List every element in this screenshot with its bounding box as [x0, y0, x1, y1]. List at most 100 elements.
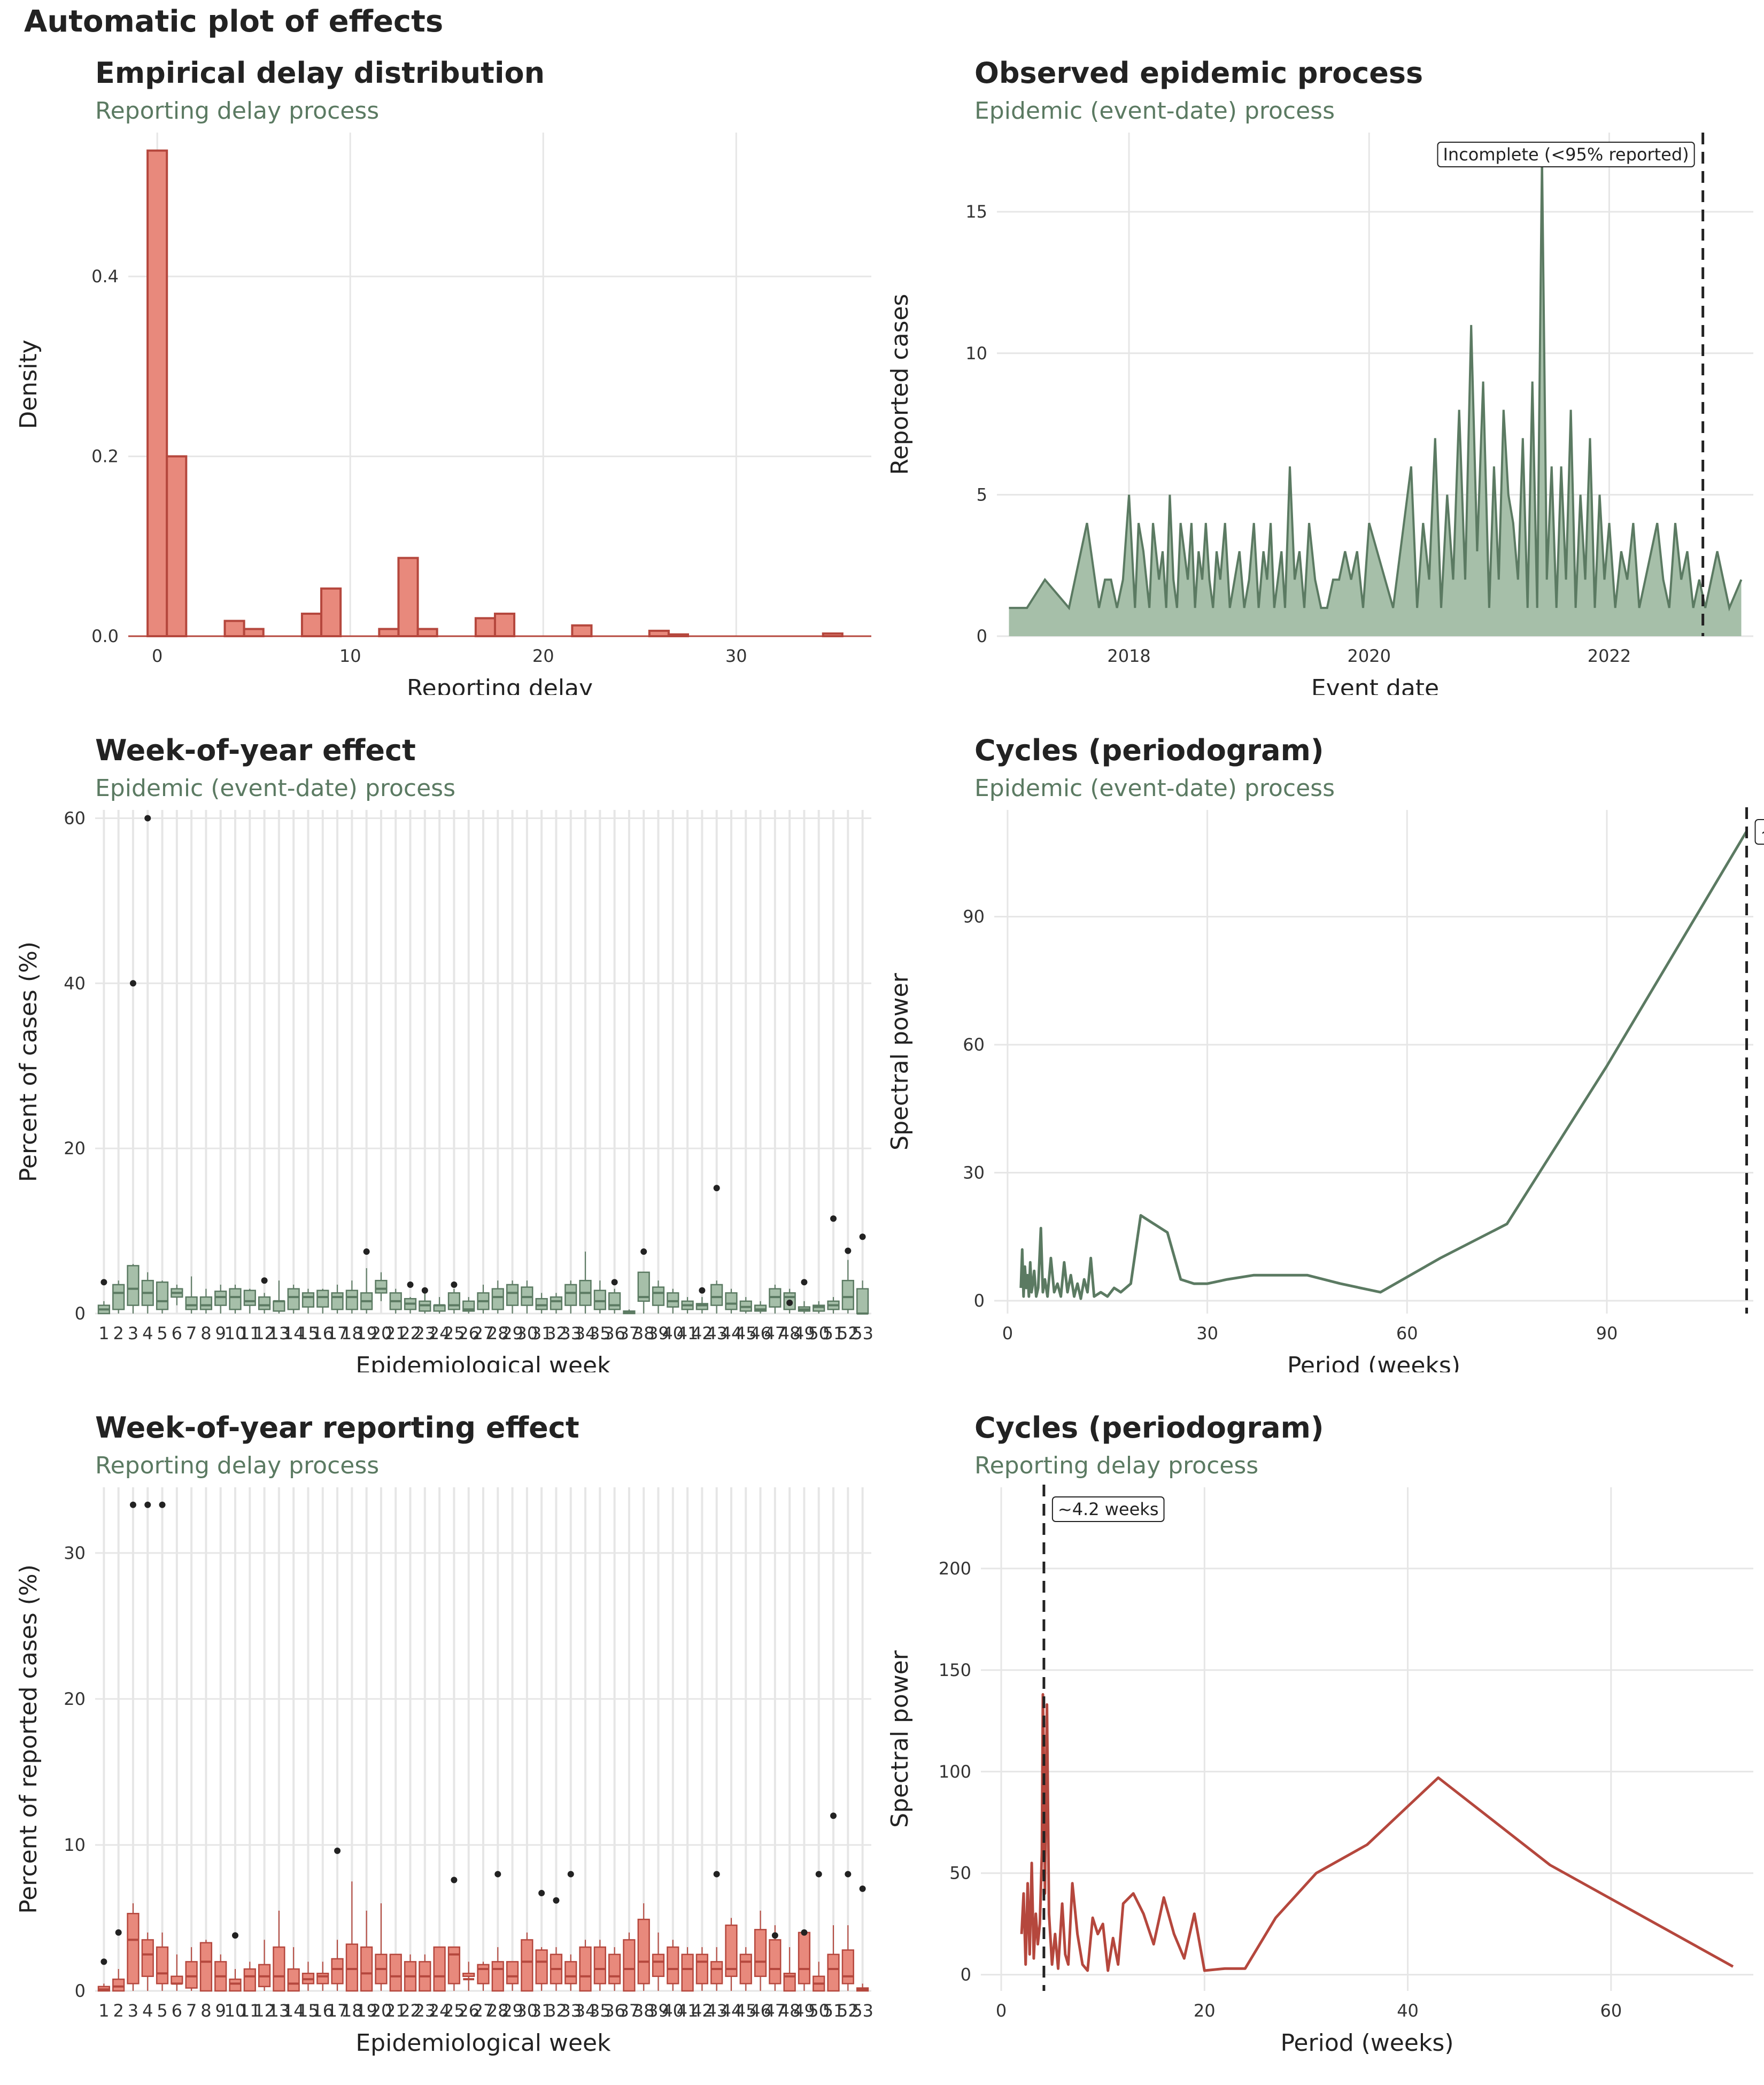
annotation-label: Incomplete (<95% reported) [1443, 144, 1689, 165]
box [345, 1943, 358, 1992]
y-tick-label: 30 [963, 1163, 985, 1183]
x-tick-label: 49 [793, 2001, 815, 2021]
box [725, 1924, 738, 1977]
x-tick-label: 34 [575, 2001, 597, 2021]
x-tick-label: 40 [1397, 2001, 1419, 2021]
x-tick-label: 47 [764, 2001, 786, 2021]
area-fill [1009, 155, 1742, 636]
x-tick-label: 2 [113, 2001, 123, 2021]
y-tick-label: 20 [64, 1689, 86, 1709]
histogram-bar [397, 557, 419, 637]
x-tick-label: 22 [399, 1323, 421, 1343]
box [287, 1288, 300, 1310]
outlier-point [129, 980, 136, 987]
x-tick-label: 24 [429, 1323, 451, 1343]
series-line [1009, 155, 1743, 612]
outlier-point [363, 1248, 370, 1255]
x-tick-label: 15 [297, 2001, 319, 2021]
box [506, 1284, 519, 1306]
box [243, 1968, 256, 1992]
x-tick-label: 39 [647, 1323, 669, 1343]
outlier-point [451, 1876, 458, 1883]
outlier-point [144, 815, 151, 822]
box [667, 1292, 679, 1308]
histogram-bar [243, 628, 265, 637]
y-tick-label: 0 [974, 1291, 985, 1311]
x-tick-label: 40 [662, 2001, 684, 2021]
x-tick-label: 42 [691, 2001, 713, 2021]
x-tick-label: 13 [268, 1323, 290, 1343]
box [564, 1961, 577, 1984]
y-tick-label: 30 [64, 1543, 86, 1563]
box [141, 1939, 154, 1977]
panel-title: Week-of-year reporting effect [95, 1411, 579, 1445]
box [127, 1913, 140, 1984]
x-tick-label: 23 [414, 2001, 436, 2021]
outlier-point [100, 1958, 107, 1965]
outlier-point [830, 1812, 837, 1819]
panel-title: Cycles (periodogram) [974, 733, 1324, 767]
x-tick-label: 52 [837, 2001, 859, 2021]
x-tick-label: 24 [429, 2001, 451, 2021]
x-axis-label: Event date [1311, 675, 1439, 695]
box [243, 1289, 256, 1306]
box [258, 1296, 271, 1310]
outlier-point [815, 1871, 822, 1878]
histogram-bar [146, 149, 168, 637]
outlier-point [144, 1501, 151, 1508]
x-tick-label: 3 [128, 1323, 138, 1343]
x-tick-label: 41 [677, 1323, 699, 1343]
x-tick-label: 26 [458, 2001, 479, 2021]
box [171, 1975, 183, 1984]
x-tick-label: 39 [647, 2001, 669, 2021]
x-axis-label: Period (weeks) [1280, 2029, 1453, 2057]
x-tick-label: 32 [545, 1323, 567, 1343]
y-tick-label: 0.0 [91, 626, 119, 646]
x-tick-label: 37 [618, 1323, 640, 1343]
outlier-point [129, 1501, 136, 1508]
series-line [1020, 1693, 1734, 1972]
box [214, 1291, 227, 1306]
x-tick-label: 13 [268, 2001, 290, 2021]
box [593, 1946, 606, 1984]
histogram-bar [378, 628, 400, 637]
x-tick-label: 37 [618, 2001, 640, 2021]
x-tick-label: 40 [662, 1323, 684, 1343]
x-tick-label: 51 [823, 1323, 845, 1343]
y-tick-label: 10 [64, 1835, 86, 1855]
outlier-point [553, 1897, 560, 1904]
outlier-point [845, 1871, 852, 1878]
x-tick-label: 4 [142, 2001, 153, 2021]
x-tick-label: 5 [157, 1323, 167, 1343]
box [156, 1946, 169, 1984]
box [112, 1978, 125, 1992]
x-tick-label: 18 [341, 2001, 363, 2021]
x-tick-label: 2 [113, 1323, 123, 1343]
x-axis-label: Epidemiological week [355, 1352, 611, 1372]
x-tick-label: 38 [633, 2001, 655, 2021]
x-tick-label: 53 [852, 1323, 873, 1343]
x-tick-label: 23 [414, 1323, 436, 1343]
annotation-box [1437, 142, 1695, 167]
x-tick-label: 14 [283, 1323, 305, 1343]
y-axis-label: Reported cases [886, 294, 914, 475]
annotation-box [1754, 819, 1764, 845]
annotation-label: ~111 weeks [1761, 822, 1764, 842]
x-tick-label: 17 [327, 1323, 349, 1343]
y-tick-label: 0 [75, 1303, 86, 1324]
x-tick-label: 16 [312, 1323, 334, 1343]
x-tick-label: 28 [487, 1323, 509, 1343]
x-tick-label: 53 [852, 2001, 873, 2021]
x-tick-label: 31 [531, 2001, 553, 2021]
y-tick-label: 20 [64, 1138, 86, 1159]
box [433, 1946, 446, 1992]
x-tick-label: 60 [1396, 1323, 1418, 1343]
y-tick-label: 15 [965, 202, 987, 222]
box [491, 1288, 504, 1310]
box [652, 1953, 665, 1977]
box [375, 1279, 388, 1294]
box [316, 1289, 329, 1308]
box [287, 1968, 300, 1992]
y-axis-label: Percent of reported cases (%) [15, 1564, 42, 1914]
outlier-point [699, 1287, 706, 1294]
